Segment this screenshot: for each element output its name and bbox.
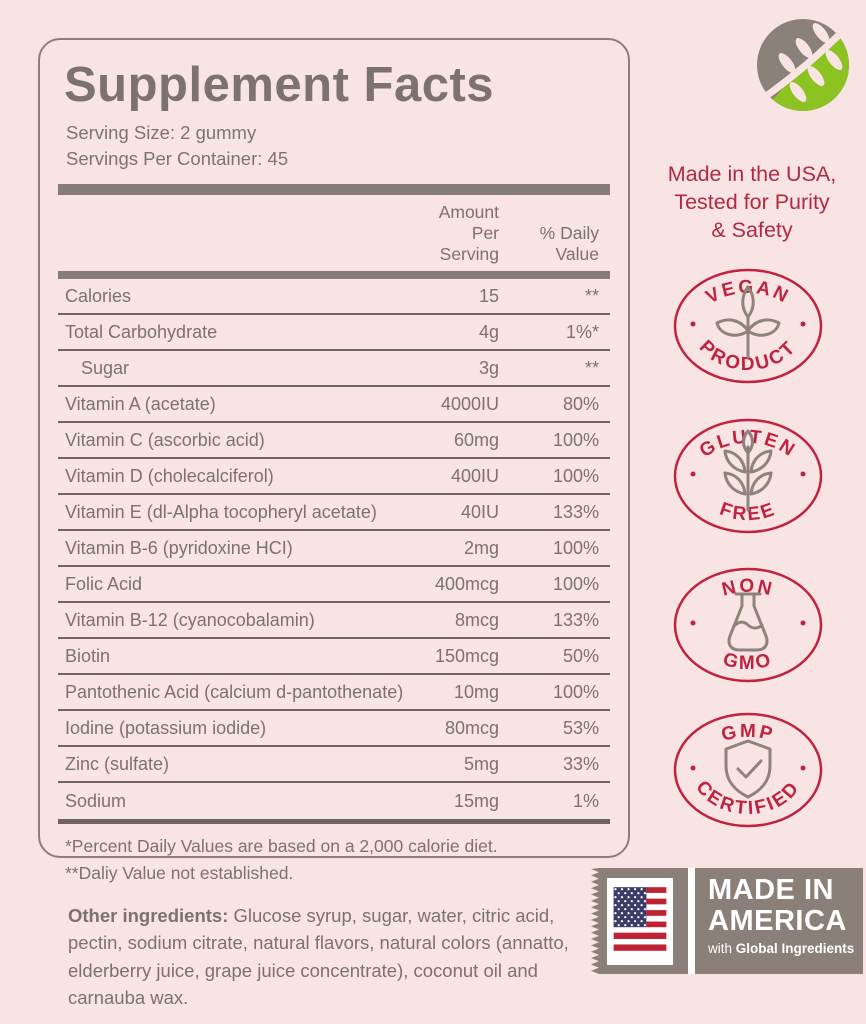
- divider-thick: [58, 184, 610, 195]
- table-row: Sugar 3g **: [58, 351, 610, 387]
- stamp-subtext: with Global Ingredients: [708, 941, 855, 956]
- plant-icon: [715, 285, 781, 359]
- nutrient-label: Vitamin B-12 (cyanocobalamin): [65, 609, 315, 630]
- nutrient-label: Vitamin D (cholecalciferol): [65, 465, 274, 486]
- table-row: Vitamin C (ascorbic acid) 60mg 100%: [58, 423, 610, 459]
- nutrient-amount: 5mg: [463, 753, 499, 774]
- nutrient-dv: 80%: [562, 393, 599, 414]
- nutrient-dv: 1%*: [565, 321, 599, 342]
- svg-text:NON: NON: [720, 576, 776, 601]
- vegan-product-badge: VEGAN PRODUCT: [673, 268, 823, 384]
- nutrient-label: Total Carbohydrate: [65, 321, 218, 342]
- other-ingredients-label: Other ingredients:: [68, 904, 229, 926]
- nutrient-dv: 53%: [562, 717, 599, 738]
- nutrient-amount: 10mg: [453, 681, 499, 702]
- table-row: Total Carbohydrate 4g 1%*: [58, 315, 610, 351]
- nutrient-label: Sodium: [65, 790, 127, 811]
- nutrient-dv: 33%: [562, 753, 599, 774]
- nutrient-amount: 400IU: [450, 465, 499, 486]
- divider-thick: [58, 271, 610, 279]
- nutrient-label: Iodine (potassium iodide): [65, 717, 267, 738]
- nutrient-amount: 150mcg: [434, 645, 499, 666]
- table-row: Vitamin B-6 (pyridoxine HCI) 2mg 100%: [58, 531, 610, 567]
- nutrient-dv: **: [584, 357, 599, 378]
- shield-check-icon: [724, 739, 772, 799]
- gmp-certified-badge: GMP CERTIFIED: [673, 712, 823, 828]
- nutrient-amount: 400mcg: [434, 573, 499, 594]
- footnote-daily-values: *Percent Daily Values are based on a 2,0…: [65, 836, 498, 856]
- footnote-dv-not-established: **Daliy Value not established.: [65, 863, 294, 883]
- stamp-line1: MADE IN: [708, 874, 834, 906]
- table-header: Amount Per Serving % Daily Value: [58, 195, 610, 271]
- nutrient-amount: 15: [478, 285, 499, 306]
- nutrient-amount: 3g: [478, 357, 499, 378]
- other-ingredients: Other ingredients: Glucose syrup, sugar,…: [68, 902, 596, 1012]
- nutrient-amount: 8mcg: [454, 609, 499, 630]
- nutrient-table: Calories 15 ** Total Carbohydrate 4g 1%*…: [58, 279, 610, 819]
- table-row: Vitamin E (dl-Alpha tocopheryl acetate) …: [58, 495, 610, 531]
- nutrient-label: Vitamin A (acetate): [65, 393, 216, 414]
- gluten-free-badge: GLUTEN FREE: [673, 418, 823, 534]
- table-row: Vitamin A (acetate) 4000IU 80%: [58, 387, 610, 423]
- supplement-facts-panel: Supplement Facts Serving Size: 2 gummy S…: [38, 38, 630, 883]
- table-row: Sodium 15mg 1%: [58, 783, 610, 819]
- nutrient-label: Calories: [65, 285, 132, 306]
- made-in-usa-headline: Made in the USA, Tested for Purity & Saf…: [667, 162, 837, 242]
- nutrient-amount: 2mg: [463, 537, 499, 558]
- other-ingredients-text: Glucose syrup, sugar, water, citric acid…: [68, 904, 569, 1009]
- nutrient-dv: 100%: [552, 537, 599, 558]
- nutrient-dv: 50%: [562, 645, 599, 666]
- nutrient-amount: 80mcg: [444, 717, 499, 738]
- stamp-line2: AMERICA: [708, 905, 847, 937]
- table-row: Calories 15 **: [58, 279, 610, 315]
- nutrient-label: Vitamin B-6 (pyridoxine HCI): [65, 537, 293, 558]
- nutrient-amount: 4000IU: [440, 393, 499, 414]
- nutrient-label: Sugar: [81, 357, 130, 378]
- nutrient-amount: 60mg: [453, 429, 499, 450]
- serving-size: Serving Size: 2 gummy: [66, 122, 257, 143]
- svg-text:VEGAN: VEGAN: [703, 277, 794, 308]
- servings-per-container: Servings Per Container: 45: [66, 148, 289, 169]
- nutrient-dv: 100%: [552, 465, 599, 486]
- stamp-text: MADE IN AMERICA with Global Ingredients: [695, 868, 863, 974]
- nutrient-amount: 4g: [478, 321, 499, 342]
- nutrient-dv: **: [584, 285, 599, 306]
- nutrient-amount: 40IU: [460, 501, 499, 522]
- nutrient-dv: 1%: [572, 790, 599, 811]
- table-row: Biotin 150mcg 50%: [58, 639, 610, 675]
- nutrient-label: Vitamin E (dl-Alpha tocopheryl acetate): [65, 501, 377, 522]
- nutrient-dv: 100%: [552, 681, 599, 702]
- usa-flag-icon: [606, 877, 673, 965]
- table-row: Pantothenic Acid (calcium d-pantothenate…: [58, 675, 610, 711]
- nutrient-label: Biotin: [65, 645, 111, 666]
- column-daily-value: % Daily Value: [539, 223, 599, 264]
- table-row: Folic Acid 400mcg 100%: [58, 567, 610, 603]
- nutrient-dv: 100%: [552, 429, 599, 450]
- nutrient-amount: 15mg: [453, 790, 499, 811]
- stamp-divider: [688, 868, 695, 974]
- panel-title: Supplement Facts: [64, 58, 495, 112]
- flask-icon: [727, 592, 769, 652]
- nutrient-dv: 100%: [552, 573, 599, 594]
- column-amount: Amount Per Serving: [438, 202, 499, 264]
- made-in-america-stamp: MADE IN AMERICA with Global Ingredients: [591, 868, 863, 974]
- nutrient-label: Vitamin C (ascorbic acid): [65, 429, 265, 450]
- wheat-icon: [723, 429, 773, 512]
- nutrient-label: Zinc (sulfate): [65, 753, 170, 774]
- table-row: Iodine (potassium iodide) 80mcg 53%: [58, 711, 610, 747]
- brand-leaf-logo-icon: [757, 19, 849, 111]
- flag-block: [591, 868, 688, 974]
- svg-text:GMO: GMO: [721, 649, 775, 674]
- nutrient-label: Folic Acid: [65, 573, 143, 594]
- table-row: Vitamin B-12 (cyanocobalamin) 8mcg 133%: [58, 603, 610, 639]
- table-row: Vitamin D (cholecalciferol) 400IU 100%: [58, 459, 610, 495]
- table-row: Zinc (sulfate) 5mg 33%: [58, 747, 610, 783]
- non-gmo-badge: NON GMO: [673, 567, 823, 683]
- divider-thick: [58, 819, 610, 824]
- footnotes: *Percent Daily Values are based on a 2,0…: [58, 824, 610, 887]
- nutrient-dv: 133%: [552, 501, 599, 522]
- nutrient-label: Pantothenic Acid (calcium d-pantothenate…: [65, 681, 404, 702]
- nutrient-dv: 133%: [552, 609, 599, 630]
